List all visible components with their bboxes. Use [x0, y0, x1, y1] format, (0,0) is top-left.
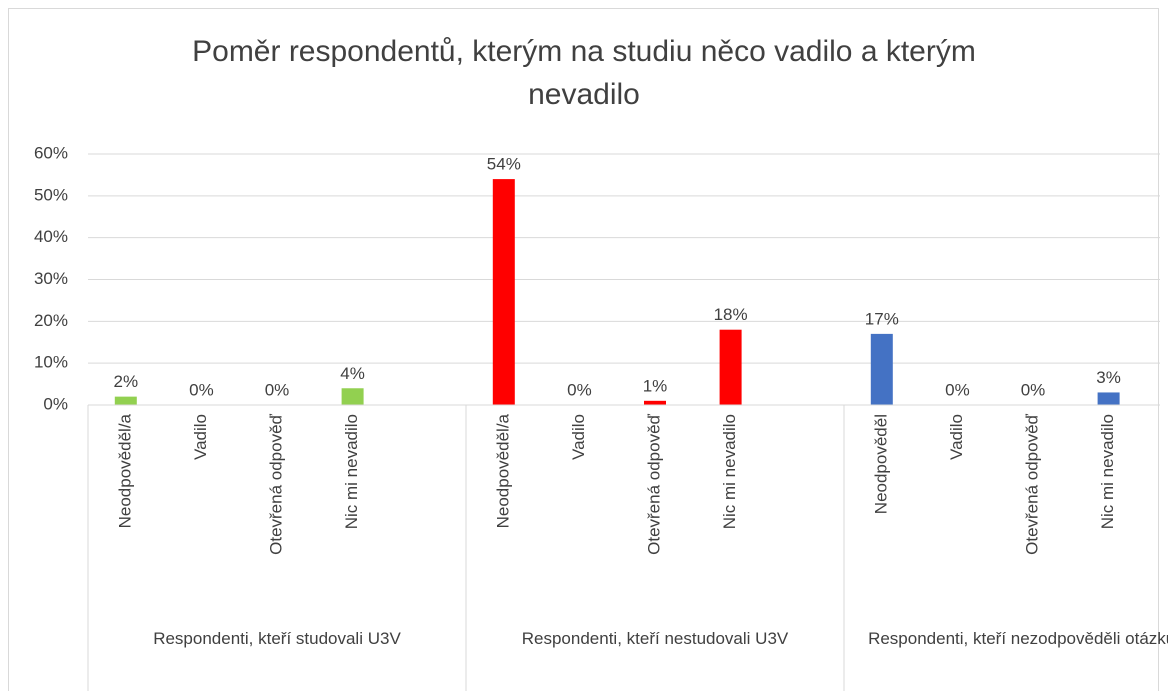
- x-tick-label: Otevřená odpověď: [1022, 413, 1041, 554]
- group-label: Respondenti, kteří studovali U3V: [153, 629, 401, 648]
- y-tick-label: 40%: [34, 227, 68, 246]
- y-tick-label: 10%: [34, 353, 68, 372]
- data-label: 18%: [714, 305, 748, 324]
- data-label: 0%: [1021, 380, 1046, 399]
- x-tick-label: Nic mi nevadilo: [342, 414, 361, 529]
- bar: [719, 329, 742, 405]
- data-label: 0%: [265, 380, 290, 399]
- data-label: 0%: [189, 380, 214, 399]
- group-label: Respondenti, kteří nezodpověděli otázku …: [868, 629, 1168, 648]
- x-tick-label: Vadilo: [947, 414, 966, 460]
- x-tick-label: Vadilo: [191, 414, 210, 460]
- data-label: 17%: [865, 309, 899, 328]
- data-label: 3%: [1096, 368, 1121, 387]
- x-tick-label: Nic mi nevadilo: [720, 414, 739, 529]
- y-tick-label: 0%: [43, 394, 68, 413]
- group-label: Respondenti, kteří nestudovali U3V: [521, 629, 789, 648]
- bar: [341, 388, 364, 405]
- y-tick-label: 20%: [34, 311, 68, 330]
- data-label: 54%: [487, 155, 521, 174]
- data-label: 4%: [340, 364, 365, 383]
- x-tick-label: Vadilo: [569, 414, 588, 460]
- bar: [492, 179, 515, 405]
- y-tick-label: 50%: [34, 185, 68, 204]
- x-tick-label: Otevřená odpověď: [266, 413, 285, 554]
- data-label: 1%: [643, 376, 668, 395]
- x-tick-label: Neodpověděl: [871, 414, 890, 514]
- bar: [644, 400, 666, 405]
- bar: [1097, 392, 1120, 405]
- data-label: 0%: [567, 380, 592, 399]
- x-tick-label: Otevřená odpověď: [644, 413, 663, 554]
- data-label: 2%: [114, 372, 139, 391]
- chart-title: Poměr respondentů, kterým na studiu něco…: [192, 35, 976, 111]
- y-tick-label: 30%: [34, 269, 68, 288]
- bar: [870, 333, 893, 405]
- chart-border: [8, 8, 1159, 691]
- x-tick-label: Neodpověděl/a: [493, 413, 512, 528]
- y-tick-label: 60%: [34, 143, 68, 162]
- x-tick-label: Neodpověděl/a: [115, 413, 134, 528]
- data-label: 0%: [945, 380, 970, 399]
- bar: [114, 396, 137, 405]
- x-tick-label: Nic mi nevadilo: [1098, 414, 1117, 529]
